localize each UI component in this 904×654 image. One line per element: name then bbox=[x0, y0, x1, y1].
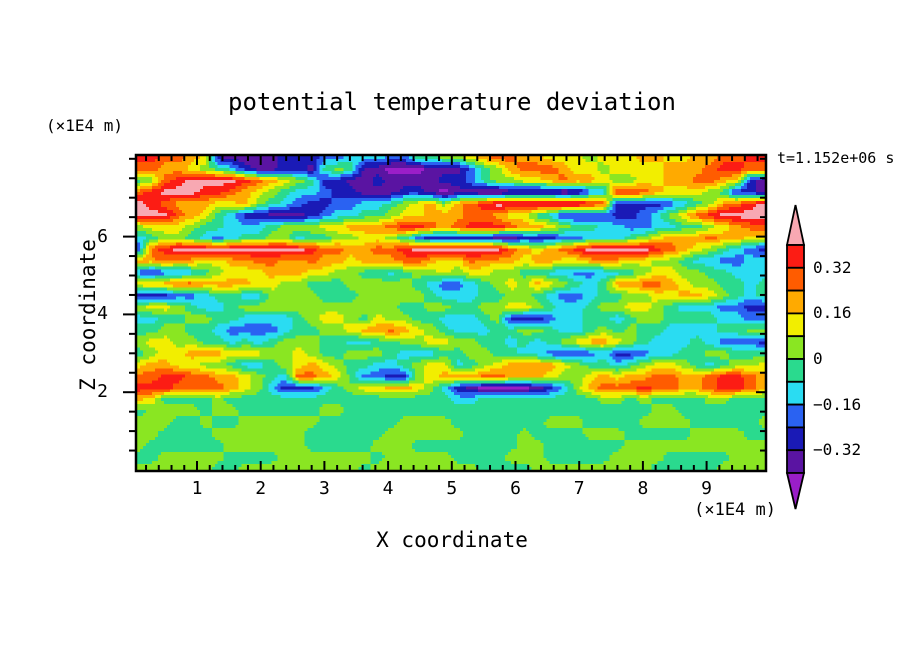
y-tick-label: 4 bbox=[97, 303, 108, 325]
colorbar-label: 0 bbox=[813, 349, 823, 368]
colorbar-segment-spring-green bbox=[786, 358, 805, 383]
x-tick-label: 8 bbox=[637, 478, 649, 499]
x-tick-label: 3 bbox=[318, 478, 330, 499]
time-annotation: t=1.152e+06 s bbox=[777, 149, 895, 167]
x-tick-label: 2 bbox=[255, 478, 267, 499]
colorbar-segment-navy bbox=[786, 426, 805, 452]
colorbar-segment-yellow bbox=[786, 312, 805, 338]
colorbar-segment-cyan bbox=[786, 380, 805, 406]
colorbar-label: 0.16 bbox=[813, 303, 852, 323]
colorbar-arrow-below-min bbox=[785, 472, 806, 510]
colorbar-segment-blue bbox=[786, 403, 805, 429]
y-axis-unit-label: (×1E4 m) bbox=[46, 116, 124, 135]
colorbar-segment-chartreuse bbox=[786, 335, 805, 360]
colorbar-label: −0.16 bbox=[813, 394, 862, 414]
colorbar-arrow-above-max bbox=[785, 204, 806, 246]
colorbar-segment-red bbox=[786, 244, 805, 269]
x-tick-label: 7 bbox=[573, 478, 585, 499]
plot-title: potential temperature deviation bbox=[228, 88, 676, 116]
y-tick-label: 2 bbox=[97, 381, 108, 403]
x-tick-label: 6 bbox=[510, 478, 521, 499]
colorbar-segment-orange bbox=[786, 289, 805, 315]
heatmap-canvas bbox=[137, 156, 765, 470]
plot-frame bbox=[134, 153, 768, 473]
x-axis-unit-label: (×1E4 m) bbox=[694, 500, 776, 520]
y-tick-label: 6 bbox=[97, 225, 108, 247]
x-tick-label: 5 bbox=[446, 478, 458, 499]
plot-frame-and-ticks bbox=[123, 153, 768, 473]
colorbar-label: −0.32 bbox=[813, 440, 862, 460]
x-tick-label: 4 bbox=[382, 478, 394, 499]
x-tick-label: 9 bbox=[701, 478, 713, 499]
x-tick-label: 1 bbox=[191, 478, 203, 499]
colorbar-label: 0.32 bbox=[813, 257, 852, 277]
colorbar-segment-indigo bbox=[786, 449, 805, 474]
colorbar bbox=[785, 204, 806, 510]
colorbar-segment-orange-red bbox=[786, 266, 805, 292]
x-axis-title: X coordinate bbox=[376, 528, 528, 552]
